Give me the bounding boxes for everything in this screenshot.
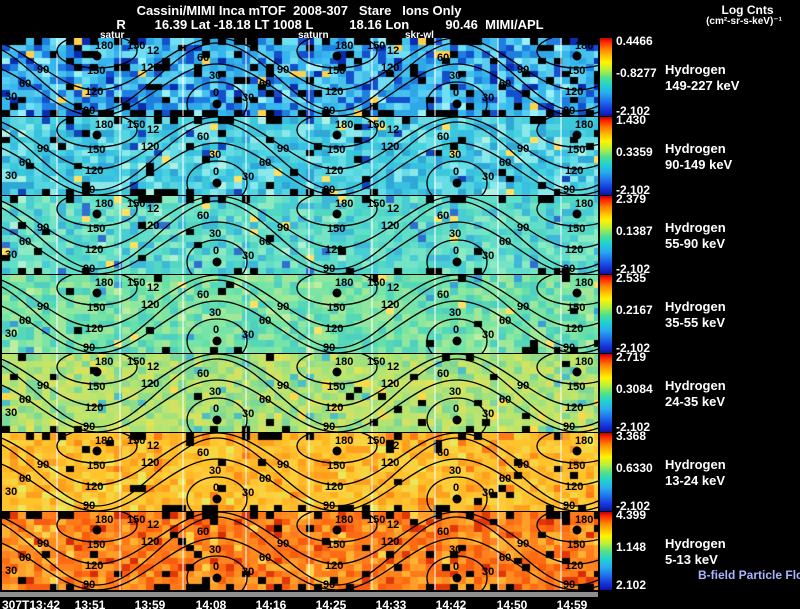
- time-tick: 14:42: [435, 598, 467, 609]
- marker-skr-wl: skr-wl: [405, 30, 434, 41]
- colorbar-min: -2.102: [616, 104, 651, 118]
- time-tick: 14:59: [556, 598, 588, 609]
- panel-row: 2.379 0.1387 -2.102 Hydrogen 55-90 keV: [0, 192, 800, 276]
- colorbar-min: -2.102: [616, 420, 651, 434]
- colorbar-max: 2.379: [616, 192, 647, 206]
- marker-satur: satur: [100, 30, 125, 41]
- time-tick: 14:08: [195, 598, 227, 609]
- colorbar-min: -2.102: [616, 262, 651, 276]
- time-tick: 14:16: [255, 598, 287, 609]
- colorbar-max: 2.535: [616, 271, 647, 285]
- colorbar-min: -2.102: [616, 183, 651, 197]
- colorbar-mid: 0.2167: [616, 303, 653, 317]
- colorbar-mid: 0.3084: [616, 382, 653, 396]
- colorbar-max: 0.4466: [616, 34, 653, 48]
- panel-row: 2.719 0.3084 -2.102 Hydrogen 24-35 keV: [0, 350, 800, 434]
- time-tick: 14:50: [496, 598, 528, 609]
- colorbar-title: Log Cnts: [721, 3, 774, 17]
- panel-stack: 0.4466 -0.8277 -2.102 Hydrogen 149-227 ke…: [0, 34, 800, 592]
- panel-row: 2.535 0.2167 -2.102 Hydrogen 35-55 keV: [0, 271, 800, 355]
- colorbar-min: -2.102: [616, 341, 651, 355]
- panel-row: 4.399 1.148 2.102 Hydrogen 5-13 keV B-fie…: [0, 508, 800, 592]
- panel-label: Hydrogen 149-227 keV: [665, 62, 740, 93]
- colorbar-mid: 0.6330: [616, 461, 653, 475]
- panel-label: Hydrogen 13-24 keV: [665, 457, 726, 488]
- time-tick: 13:51: [74, 598, 106, 609]
- marker-saturn: saturn: [298, 30, 329, 41]
- panel-label: Hydrogen 24-35 keV: [665, 378, 726, 409]
- time-tick: 307T13:42: [2, 598, 61, 609]
- panel-label: Hydrogen 35-55 keV: [665, 299, 726, 330]
- time-axis-bar: [0, 592, 598, 597]
- colorbar: [600, 433, 612, 511]
- colorbar-mid: -0.8277: [616, 66, 657, 80]
- panel-row: 3.368 0.6330 -2.102 Hydrogen 13-24 keV: [0, 429, 800, 513]
- colorbar: [600, 117, 612, 195]
- time-tick: 14:25: [315, 598, 347, 609]
- bfield-flow-label: B-field Particle Flow: [698, 568, 800, 582]
- panel-row: 0.4466 -0.8277 -2.102 Hydrogen 149-227 ke…: [0, 34, 800, 118]
- panel-row: 1.430 0.3359 -2.102 Hydrogen 90-149 keV: [0, 113, 800, 197]
- colorbar-mid: 1.148: [616, 540, 647, 554]
- colorbar-mid: 0.1387: [616, 224, 653, 238]
- colorbar: [600, 38, 612, 116]
- panel-label: Hydrogen 55-90 keV: [665, 220, 726, 251]
- colorbar-units: (cm²-sr-s-keV)⁻¹: [706, 16, 782, 27]
- page-title: Cassini/MIMI Inca mTOF 2008-307 Stare Io…: [136, 3, 462, 18]
- panel-label: Hydrogen 5-13 keV: [665, 536, 726, 567]
- time-tick: 13:59: [134, 598, 166, 609]
- ephemeris-readout: R 16.39 Lat -18.18 LT 1008 L 18.16 Lon 9…: [116, 17, 544, 32]
- colorbar: [600, 354, 612, 432]
- colorbar-max: 1.430: [616, 113, 647, 127]
- colorbar-min: -2.102: [616, 499, 651, 513]
- colorbar-min: 2.102: [616, 578, 647, 592]
- panel-label: Hydrogen 90-149 keV: [665, 141, 733, 172]
- colorbar-mid: 0.3359: [616, 145, 653, 159]
- colorbar: [600, 512, 612, 590]
- colorbar-max: 4.399: [616, 508, 647, 522]
- colorbar: [600, 196, 612, 274]
- colorbar-max: 2.719: [616, 350, 647, 364]
- colorbar: [600, 275, 612, 353]
- colorbar-max: 3.368: [616, 429, 647, 443]
- time-tick: 14:33: [375, 598, 407, 609]
